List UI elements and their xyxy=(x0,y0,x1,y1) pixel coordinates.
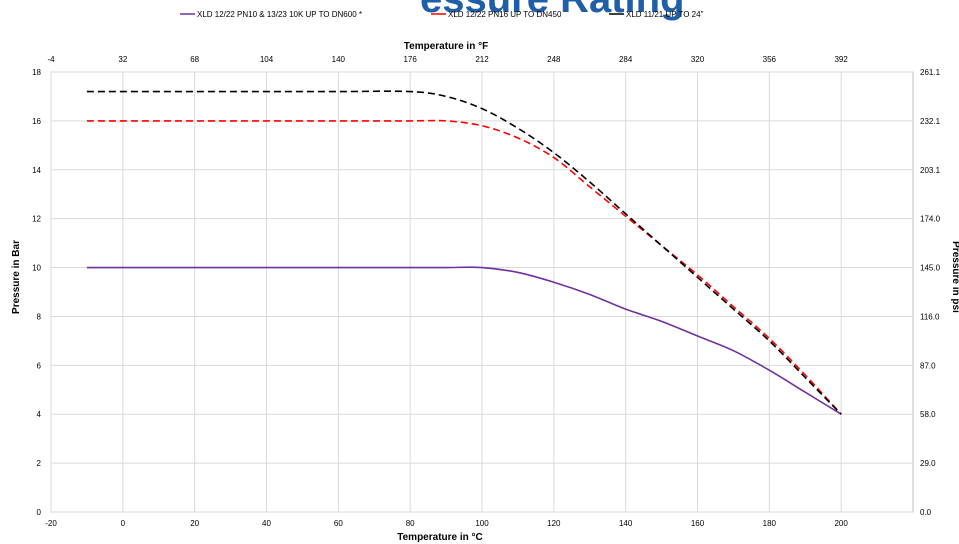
y-tick-label: 8 xyxy=(37,312,42,321)
y-tick-label: 14 xyxy=(32,166,41,175)
x2-tick-label: 392 xyxy=(834,55,848,64)
y2-tick-label: 0.0 xyxy=(920,508,932,517)
y2-tick-label: 58.0 xyxy=(920,410,936,419)
cropped-heading-text: essure Rating xyxy=(420,0,685,21)
y-tick-label: 10 xyxy=(32,264,41,273)
x-tick-label: 200 xyxy=(834,519,848,528)
x2-tick-label: 320 xyxy=(691,55,705,64)
x-tick-label: 120 xyxy=(547,519,561,528)
x2-tick-label: 68 xyxy=(190,55,199,64)
series-line-pn16 xyxy=(86,119,842,415)
y2-tick-label: 203.1 xyxy=(920,166,941,175)
y2-tick-label: 145.0 xyxy=(920,264,941,273)
x2-tick-label: 176 xyxy=(403,55,417,64)
x-tick-label: 80 xyxy=(406,519,415,528)
cropped-heading: essure Rating xyxy=(420,0,685,21)
x2-axis-title: Temperature in °F xyxy=(404,41,488,52)
y2-tick-label: 174.0 xyxy=(920,215,941,224)
tick-labels: -20-403220684010460140801761002121202481… xyxy=(32,55,940,528)
x2-tick-label: 32 xyxy=(118,55,127,64)
legend: XLD 12/22 PN10 & 13/23 10K UP TO DN600 *… xyxy=(180,10,704,19)
y2-tick-label: 87.0 xyxy=(920,361,936,370)
x-tick-label: 140 xyxy=(619,519,633,528)
x2-tick-label: -4 xyxy=(47,55,55,64)
y-tick-label: 18 xyxy=(32,68,41,77)
x2-tick-label: 356 xyxy=(763,55,777,64)
x2-tick-label: 284 xyxy=(619,55,633,64)
y-tick-label: 16 xyxy=(32,117,41,126)
x-tick-label: 180 xyxy=(763,519,777,528)
legend-label-series-1: XLD 12/22 PN10 & 13/23 10K UP TO DN600 * xyxy=(197,10,362,19)
y-tick-label: 0 xyxy=(37,508,42,517)
x-tick-label: -20 xyxy=(45,519,57,528)
y-tick-label: 2 xyxy=(37,459,42,468)
legend-label-series-3: XLD 11/21 UP TO 24" xyxy=(626,10,704,19)
x-axis-title: Temperature in °C xyxy=(397,532,483,543)
x-tick-label: 0 xyxy=(121,519,126,528)
x-tick-label: 100 xyxy=(475,519,489,528)
series-line-pn10 xyxy=(86,266,842,415)
grid xyxy=(50,71,914,513)
y2-tick-label: 116.0 xyxy=(920,312,940,321)
series-line-xld11 xyxy=(86,90,842,415)
x-tick-label: 160 xyxy=(691,519,705,528)
x2-tick-label: 248 xyxy=(547,55,561,64)
y2-tick-label: 261.1 xyxy=(920,68,941,77)
y2-tick-label: 232.1 xyxy=(920,117,941,126)
y-axis-title: Pressure in Bar xyxy=(11,240,22,314)
x2-tick-label: 140 xyxy=(332,55,346,64)
legend-label-series-2: XLD 12/22 PN16 UP TO DN450 xyxy=(448,10,562,19)
y2-axis-title: Pressure in psi xyxy=(950,241,959,313)
y-tick-label: 6 xyxy=(37,361,42,370)
x-tick-label: 20 xyxy=(190,519,199,528)
x2-tick-label: 212 xyxy=(475,55,489,64)
y-tick-label: 12 xyxy=(32,215,41,224)
x2-tick-label: 104 xyxy=(260,55,274,64)
x-tick-label: 40 xyxy=(262,519,271,528)
x-tick-label: 60 xyxy=(334,519,343,528)
y2-tick-label: 29.0 xyxy=(920,459,936,468)
series-lines xyxy=(86,90,842,415)
y-tick-label: 4 xyxy=(37,410,42,419)
